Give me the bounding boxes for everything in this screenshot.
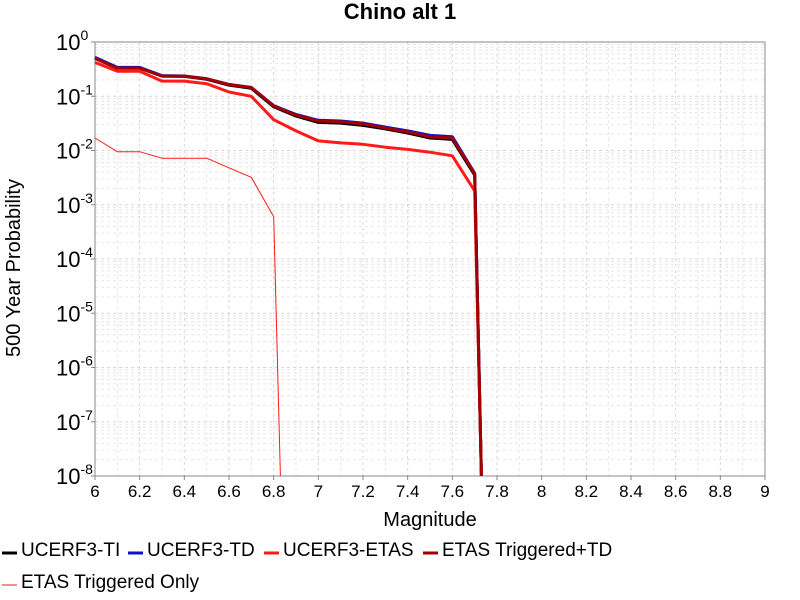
- series-layer: [94, 56, 483, 477]
- y-axis-label: 500 Year Probability: [3, 179, 25, 357]
- x-axis-label: Magnitude: [383, 509, 476, 531]
- legend-label: ETAS Triggered Only: [21, 572, 200, 593]
- x-tick-label: 6.4: [173, 482, 197, 501]
- series-line-4: [94, 56, 483, 477]
- x-tick-label: 7.8: [485, 482, 509, 501]
- legend-label: UCERF3-ETAS: [283, 540, 414, 561]
- x-tick-label: 9: [760, 482, 769, 501]
- legend-label: UCERF3-TI: [21, 540, 120, 561]
- y-tick-label: 10-1: [56, 81, 93, 109]
- y-tick-label: 10-7: [56, 407, 93, 435]
- y-axis-ticks: 100 10-1 10-2 10-3 10-4 10-5 10-6 10-7 10-8: [56, 27, 95, 489]
- x-tick-label: 8.2: [575, 482, 599, 501]
- y-tick-label: 10-3: [56, 190, 93, 218]
- x-tick-label: 7.2: [351, 482, 375, 501]
- x-tick-label: 8: [537, 482, 546, 501]
- y-tick-label: 10-5: [56, 298, 93, 326]
- x-tick-label: 6.6: [217, 482, 241, 501]
- chart-title: Chino alt 1: [344, 0, 456, 24]
- x-tick-label: 8.8: [709, 482, 733, 501]
- x-tick-label: 8.6: [664, 482, 688, 501]
- y-tick-label: 100: [56, 27, 88, 55]
- series-line-5: [94, 137, 281, 477]
- x-tick-label: 7: [314, 482, 323, 501]
- series-line-2: [94, 56, 483, 477]
- y-tick-label: 10-8: [56, 461, 93, 489]
- legend: UCERF3-TI UCERF3-TD UCERF3-ETAS ETAS Trigge…: [2, 540, 612, 593]
- x-tick-label: 6.2: [128, 482, 152, 501]
- x-tick-label: 6.8: [262, 482, 286, 501]
- y-tick-label: 10-6: [56, 353, 93, 381]
- x-tick-label: 8.4: [619, 482, 643, 501]
- x-tick-label: 7.4: [396, 482, 420, 501]
- x-tick-label: 7.6: [441, 482, 465, 501]
- x-tick-label: 6: [90, 482, 99, 501]
- x-axis-ticks: 6 6.2 6.4 6.6 6.8 7 7.2 7.4 7.6 7.8 8 8.2 8.4 8.6 8.8 9: [90, 476, 770, 501]
- legend-label: UCERF3-TD: [147, 540, 255, 561]
- legend-label: ETAS Triggered+TD: [442, 540, 612, 561]
- grid: [94, 42, 766, 477]
- y-tick-label: 10-4: [56, 244, 93, 272]
- y-tick-label: 10-2: [56, 136, 93, 164]
- series-line-3: [94, 61, 483, 477]
